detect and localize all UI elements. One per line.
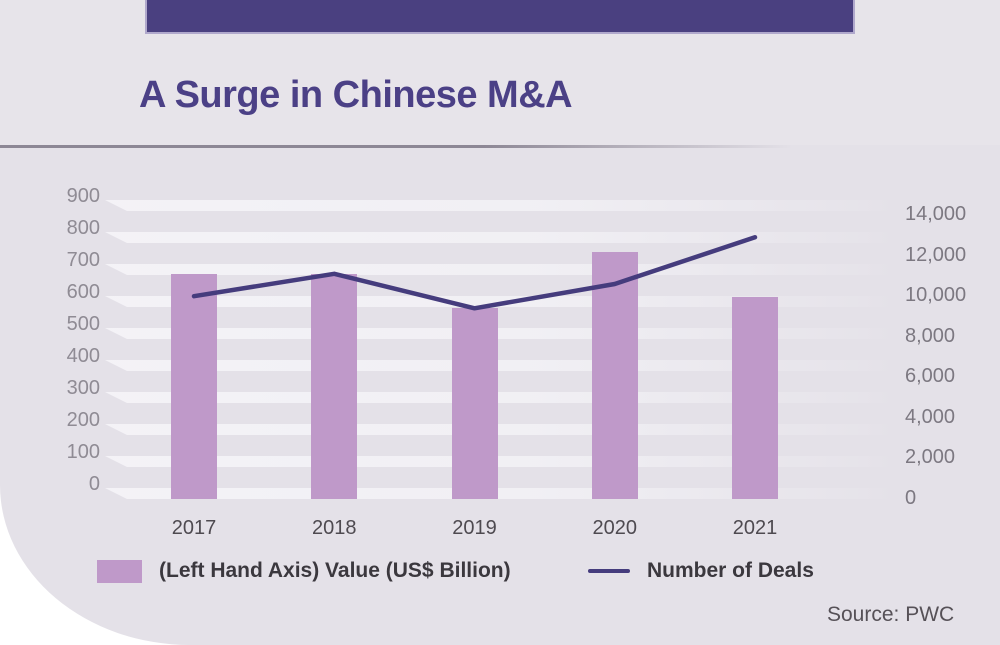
right-axis-tick-label: 4,000 [905, 405, 956, 428]
value-bar-2018 [311, 274, 358, 499]
x-axis-label-2021: 2021 [732, 517, 778, 539]
right-axis-tick-label: 6,000 [905, 365, 956, 388]
right-axis-tick-label: 2,000 [905, 446, 956, 469]
bar-series-swatch [97, 559, 142, 583]
source-caption: Source: PWC [827, 603, 955, 626]
right-axis-tick-label: 10,000 [905, 284, 967, 307]
grid-band [105, 392, 893, 403]
legend-label-deals: Number of Deals [647, 559, 814, 582]
grid-band [105, 488, 893, 499]
left-axis-tick-label: 700 [66, 249, 100, 271]
left-axis-tick-label: 0 [88, 473, 100, 495]
value-bar-2019 [451, 308, 498, 499]
value-bar-2017 [171, 274, 217, 499]
x-axis-label-2019: 2019 [452, 517, 497, 539]
grid-band [105, 424, 893, 435]
x-axis-label-2018: 2018 [312, 517, 357, 539]
page-title: A Surge in Chinese M&A [139, 74, 573, 116]
title-divider [0, 145, 880, 148]
left-axis-tick-label: 600 [66, 281, 100, 303]
value-bar-2021 [732, 296, 778, 499]
top-banner-bar [145, 0, 855, 34]
left-axis-tick-label: 400 [66, 345, 100, 367]
left-axis-tick-label: 200 [66, 409, 100, 431]
left-axis-tick-label: 900 [66, 185, 100, 207]
legend-item-value: (Left Hand Axis) Value (US$ Billion) [97, 558, 511, 584]
right-axis-tick-label: 14,000 [905, 203, 967, 225]
legend-item-deals: Number of Deals [588, 558, 814, 584]
grid-band [105, 232, 893, 243]
left-axis-tick-label: 300 [66, 377, 100, 399]
grid-band [105, 328, 893, 339]
legend-label-value: (Left Hand Axis) Value (US$ Billion) [159, 559, 511, 582]
x-axis-label-2017: 2017 [171, 517, 217, 539]
grid-band [105, 456, 893, 467]
left-axis-tick-label: 500 [66, 313, 100, 335]
grid-band [105, 360, 893, 371]
grid-band [105, 264, 893, 275]
right-axis-tick-label: 8,000 [905, 324, 956, 347]
left-axis-tick-label: 100 [66, 441, 100, 463]
left-axis-tick-label: 800 [66, 217, 100, 239]
x-axis-label-2020: 2020 [592, 517, 638, 539]
header-zone: A Surge in Chinese M&A [0, 0, 1000, 148]
value-bar-2020 [591, 252, 638, 499]
right-axis-tick-label: 0 [905, 487, 917, 509]
line-series-swatch [588, 569, 630, 573]
right-axis-tick-label: 12,000 [905, 243, 967, 266]
grid-band [105, 200, 893, 211]
